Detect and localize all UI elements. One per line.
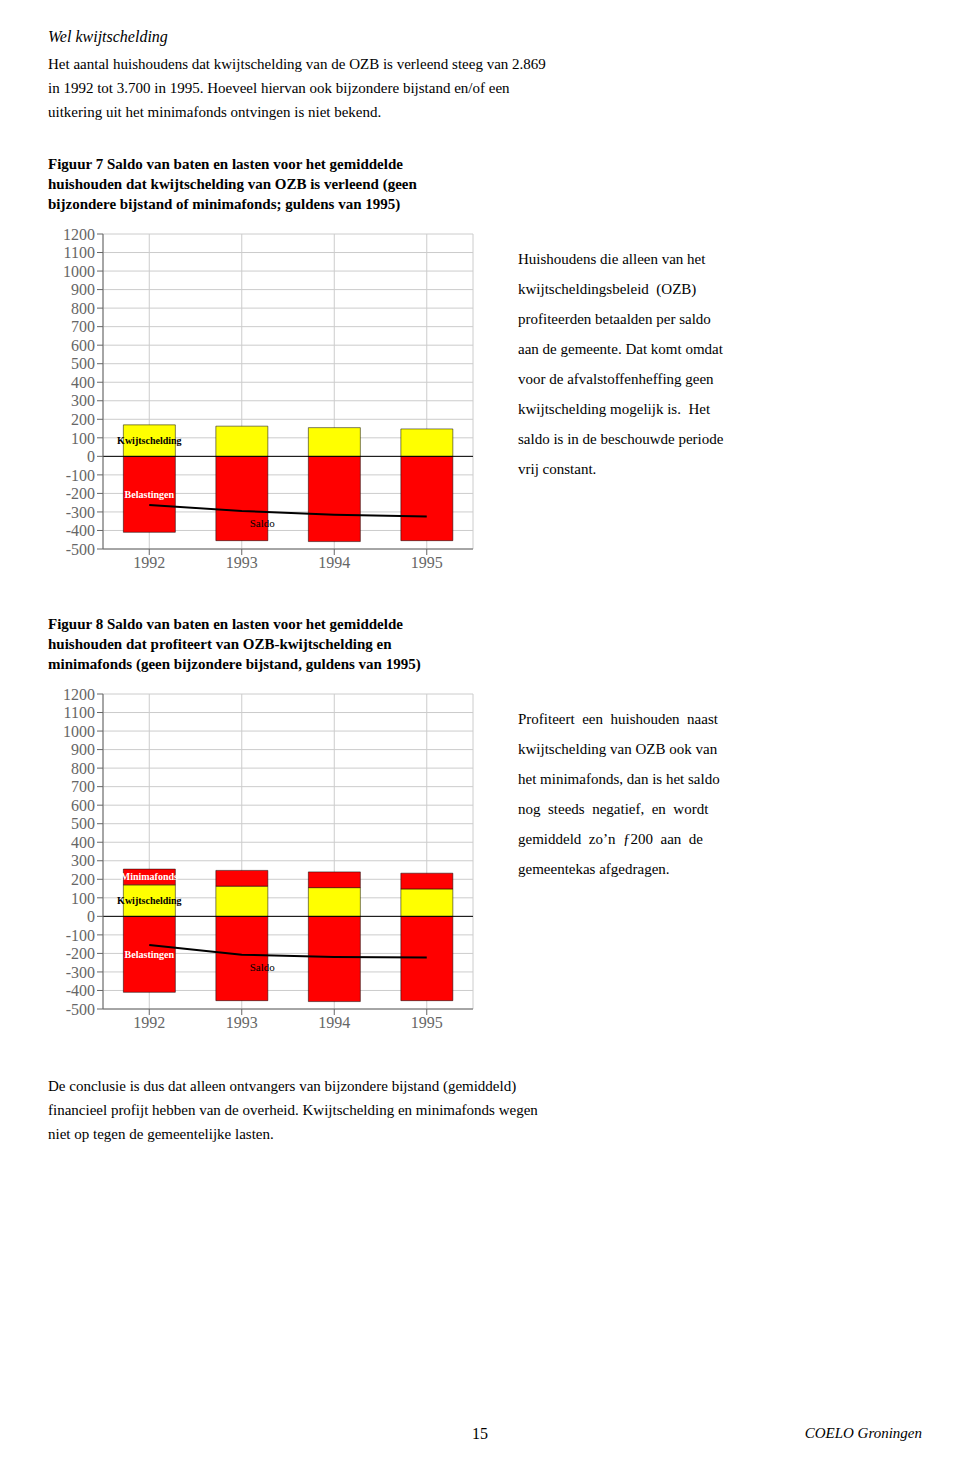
html-text:Figuur 7 Saldo van baten en la: Figuur 7 Saldo van baten en lasten voor … [48,156,417,212]
html-text:voor de afvalstoffenheffing ge: voor de afvalstoffenheffing geen [518,371,714,387]
html-text:kwijtscheldingsbeleid (OZB): kwijtscheldingsbeleid (OZB) [518,281,697,297]
svg-text:1100: 1100 [64,244,95,261]
html-text:De conclusie is dus dat alleen: De conclusie is dus dat alleen ontvanger… [48,1078,517,1094]
svg-text:100: 100 [71,890,95,907]
svg-text:Belastingen: Belastingen [125,489,175,500]
html-text:gemiddeld zo’n ƒ200 aan de: gemiddeld zo’n ƒ200 aan de [518,831,703,847]
html-text:profiteerden betaalden per sal: profiteerden betaalden per saldo [518,311,711,327]
svg-text:-100: -100 [66,927,95,944]
html-text:kwijtschelding van OZB ook van: kwijtschelding van OZB ook van [518,741,718,757]
html-text:saldo is in de beschouwde peri: saldo is in de beschouwde periode [518,431,724,447]
svg-text:1992: 1992 [133,554,165,571]
svg-text:600: 600 [71,337,95,354]
svg-text:-400: -400 [66,982,95,999]
html-text:in 1992 tot 3.700 in 1995. Hoe: in 1992 tot 3.700 in 1995. Hoeveel hierv… [48,80,510,96]
html-text:Figuur 8 Saldo van baten en la: Figuur 8 Saldo van baten en lasten voor … [48,616,421,672]
html-text:Het aantal huishoudens dat kwi: Het aantal huishoudens dat kwijtscheldin… [48,56,546,72]
svg-text:1993: 1993 [226,554,258,571]
html-text:kwijtschelding mogelijk is. He: kwijtschelding mogelijk is. Het [518,401,711,417]
html-text:aan de gemeente. Dat komt omda: aan de gemeente. Dat komt omdat [518,341,723,357]
svg-text:100: 100 [71,430,95,447]
svg-text:-200: -200 [66,485,95,502]
svg-text:700: 700 [71,318,95,335]
svg-text:-500: -500 [66,541,95,558]
html-text:15: 15 [472,1425,488,1442]
svg-text:300: 300 [71,852,95,869]
svg-text:900: 900 [71,741,95,758]
svg-text:200: 200 [71,411,95,428]
svg-text:Minimafonds: Minimafonds [121,871,178,882]
html-text:nog steeds negatief, en wordt: nog steeds negatief, en wordt [518,801,709,817]
svg-text:-100: -100 [66,467,95,484]
svg-text:800: 800 [71,760,95,777]
svg-text:500: 500 [71,815,95,832]
html-text:Profiteert een huishouden naas: Profiteert een huishouden naast [518,711,718,727]
svg-text:-300: -300 [66,504,95,521]
svg-text:200: 200 [71,871,95,888]
svg-text:-200: -200 [66,945,95,962]
svg-text:Saldo: Saldo [250,961,276,973]
svg-text:500: 500 [71,355,95,372]
svg-text:Kwijtschelding: Kwijtschelding [117,895,181,906]
html-text:uitkering uit het minimafonds: uitkering uit het minimafonds ontvingen … [48,104,382,120]
html-text:vrij constant.: vrij constant. [518,461,597,477]
svg-text:600: 600 [71,797,95,814]
html-text:gemeentekas afgedragen.: gemeentekas afgedragen. [518,861,670,877]
svg-text:1994: 1994 [318,1014,350,1031]
svg-text:700: 700 [71,778,95,795]
svg-text:Belastingen: Belastingen [125,949,175,960]
svg-text:1200: 1200 [63,226,95,243]
svg-text:1995: 1995 [411,1014,443,1031]
html-text:niet op tegen de gemeentelijke: niet op tegen de gemeentelijke lasten. [48,1126,274,1142]
svg-text:800: 800 [71,300,95,317]
svg-text:1200: 1200 [63,686,95,703]
svg-text:0: 0 [87,908,95,925]
svg-text:1000: 1000 [63,723,95,740]
svg-text:1992: 1992 [133,1014,165,1031]
svg-text:1993: 1993 [226,1014,258,1031]
html-text:Huishoudens die alleen van het: Huishoudens die alleen van het [518,251,706,267]
svg-text:1995: 1995 [411,554,443,571]
svg-text:900: 900 [71,281,95,298]
svg-text:1994: 1994 [318,554,350,571]
html-text:het minimafonds, dan is het sa: het minimafonds, dan is het saldo [518,771,720,787]
html-text:Wel kwijtschelding: Wel kwijtschelding [48,28,168,45]
svg-text:Saldo: Saldo [250,517,276,529]
svg-text:1000: 1000 [63,263,95,280]
svg-text:-300: -300 [66,964,95,981]
svg-text:1100: 1100 [64,704,95,721]
html-text:financieel profijt hebben van: financieel profijt hebben van de overhei… [48,1102,538,1118]
svg-text:-500: -500 [66,1001,95,1018]
svg-text:-400: -400 [66,522,95,539]
svg-text:0: 0 [87,448,95,465]
html-text:COELO Groningen: COELO Groningen [804,1425,922,1441]
svg-text:Kwijtschelding: Kwijtschelding [117,435,181,446]
svg-text:400: 400 [71,374,95,391]
svg-text:300: 300 [71,392,95,409]
svg-text:400: 400 [71,834,95,851]
